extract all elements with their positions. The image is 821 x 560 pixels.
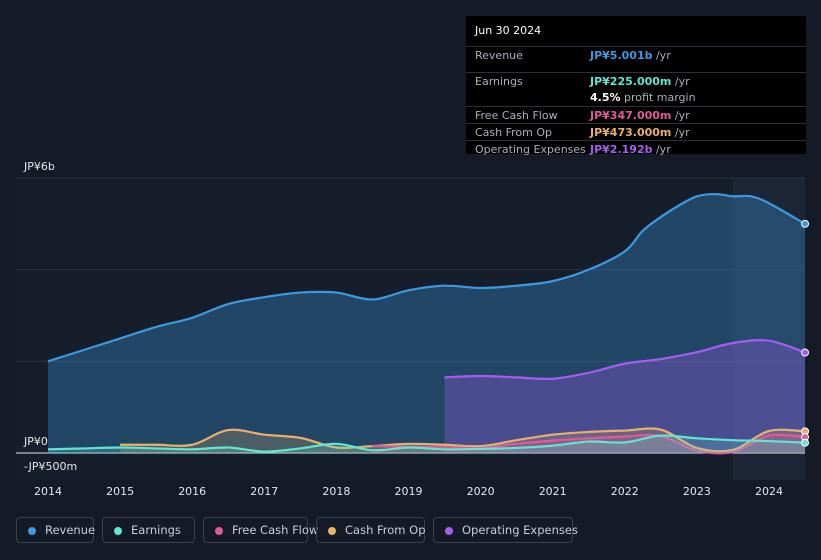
revenue-endpoint <box>801 219 810 228</box>
x-axis-label: 2019 <box>395 485 423 498</box>
tooltip-row-unit: profit margin <box>620 91 696 104</box>
earnings-endpoint <box>801 438 810 447</box>
x-axis-label: 2016 <box>178 485 206 498</box>
operating-expenses-area <box>444 340 806 453</box>
x-axis-label: 2023 <box>683 485 711 498</box>
tooltip-row-value: JP¥473.000m /yr <box>590 126 690 139</box>
operating-expenses-line <box>444 339 806 381</box>
tooltip-row: Cash From Op JP¥473.000m /yr <box>466 123 806 141</box>
x-axis-label: 2022 <box>611 485 639 498</box>
y-axis-label: JP¥6b <box>23 160 55 173</box>
tooltip-panel: Jun 30 2024 Revenue JP¥5.001b /yr Earnings… <box>466 16 806 156</box>
x-axis-label: 2017 <box>250 485 278 498</box>
tooltip-row-label: Operating Expenses <box>475 143 586 156</box>
earnings-line <box>47 434 806 453</box>
legend-dot-icon <box>215 527 223 535</box>
tooltip-row-unit: /yr <box>671 109 690 122</box>
legend-label: Operating Expenses <box>462 523 578 537</box>
legend-item-revenue[interactable]: Revenue <box>16 517 96 543</box>
tooltip-row-value: JP¥2.192b /yr <box>590 143 671 156</box>
tooltip-row-unit: /yr <box>652 143 671 156</box>
tooltip-date: Jun 30 2024 <box>475 24 542 37</box>
y-axis-label: -JP¥500m <box>24 460 77 473</box>
revenue-line <box>47 192 806 363</box>
legend-label: Revenue <box>45 523 96 537</box>
cash-from-op-area <box>120 428 806 453</box>
operating-expenses-endpoint <box>801 348 810 357</box>
y-axis-label: JP¥0 <box>23 435 48 448</box>
tooltip-row-value: JP¥5.001b /yr <box>590 49 671 62</box>
x-axis-label: 2024 <box>755 485 783 498</box>
tooltip-row-label: Revenue <box>475 49 523 62</box>
legend-dot-icon <box>328 527 336 535</box>
revenue-area <box>48 194 806 453</box>
free-cash-flow-line <box>372 433 806 455</box>
legend-dot-icon <box>28 527 36 535</box>
tooltip-row-label: Earnings <box>475 75 523 88</box>
tooltip-row-label: Cash From Op <box>475 126 553 139</box>
tooltip-row-unit: /yr <box>671 126 690 139</box>
x-axis-label: 2021 <box>539 485 567 498</box>
cash-from-op-line <box>120 427 806 453</box>
tooltip-row: 4.5% profit margin <box>466 89 806 106</box>
tooltip-row: Free Cash Flow JP¥347.000m /yr <box>466 106 806 124</box>
legend-item-earnings[interactable]: Earnings <box>102 517 195 543</box>
x-axis-label: 2020 <box>467 485 495 498</box>
x-axis-label: 2015 <box>106 485 134 498</box>
tooltip-row-unit: /yr <box>671 75 690 88</box>
tooltip-row-value: JP¥347.000m /yr <box>590 109 690 122</box>
tooltip-row-label: Free Cash Flow <box>475 109 558 122</box>
tooltip-row: Operating Expenses JP¥2.192b /yr <box>466 140 806 158</box>
x-axis-label: 2014 <box>34 485 62 498</box>
legend-dot-icon <box>114 527 122 535</box>
legend-dot-icon <box>445 527 453 535</box>
legend-label: Free Cash Flow <box>232 523 319 537</box>
tooltip-row: Earnings JP¥225.000m /yr <box>466 72 806 90</box>
legend-label: Earnings <box>131 523 181 537</box>
legend-item-operating-expenses[interactable]: Operating Expenses <box>433 517 578 543</box>
tooltip-row-value: 4.5% profit margin <box>590 91 696 104</box>
tooltip-row-unit: /yr <box>652 49 671 62</box>
legend-item-free-cash-flow[interactable]: Free Cash Flow <box>203 517 318 543</box>
legend-item-cash-from-op[interactable]: Cash From Op <box>316 517 426 543</box>
tooltip-row-value: JP¥225.000m /yr <box>590 75 690 88</box>
x-axis-label: 2018 <box>322 485 350 498</box>
tooltip-row: Revenue JP¥5.001b /yr <box>466 46 806 64</box>
legend-label: Cash From Op <box>345 523 426 537</box>
